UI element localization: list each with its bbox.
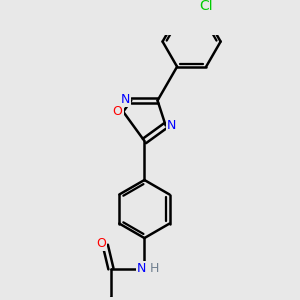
Text: Cl: Cl [199, 0, 213, 14]
Text: N: N [121, 93, 130, 106]
Text: N: N [167, 119, 176, 132]
Text: N: N [137, 262, 146, 275]
Text: O: O [113, 105, 122, 118]
Text: H: H [150, 262, 159, 275]
Text: O: O [96, 237, 106, 250]
